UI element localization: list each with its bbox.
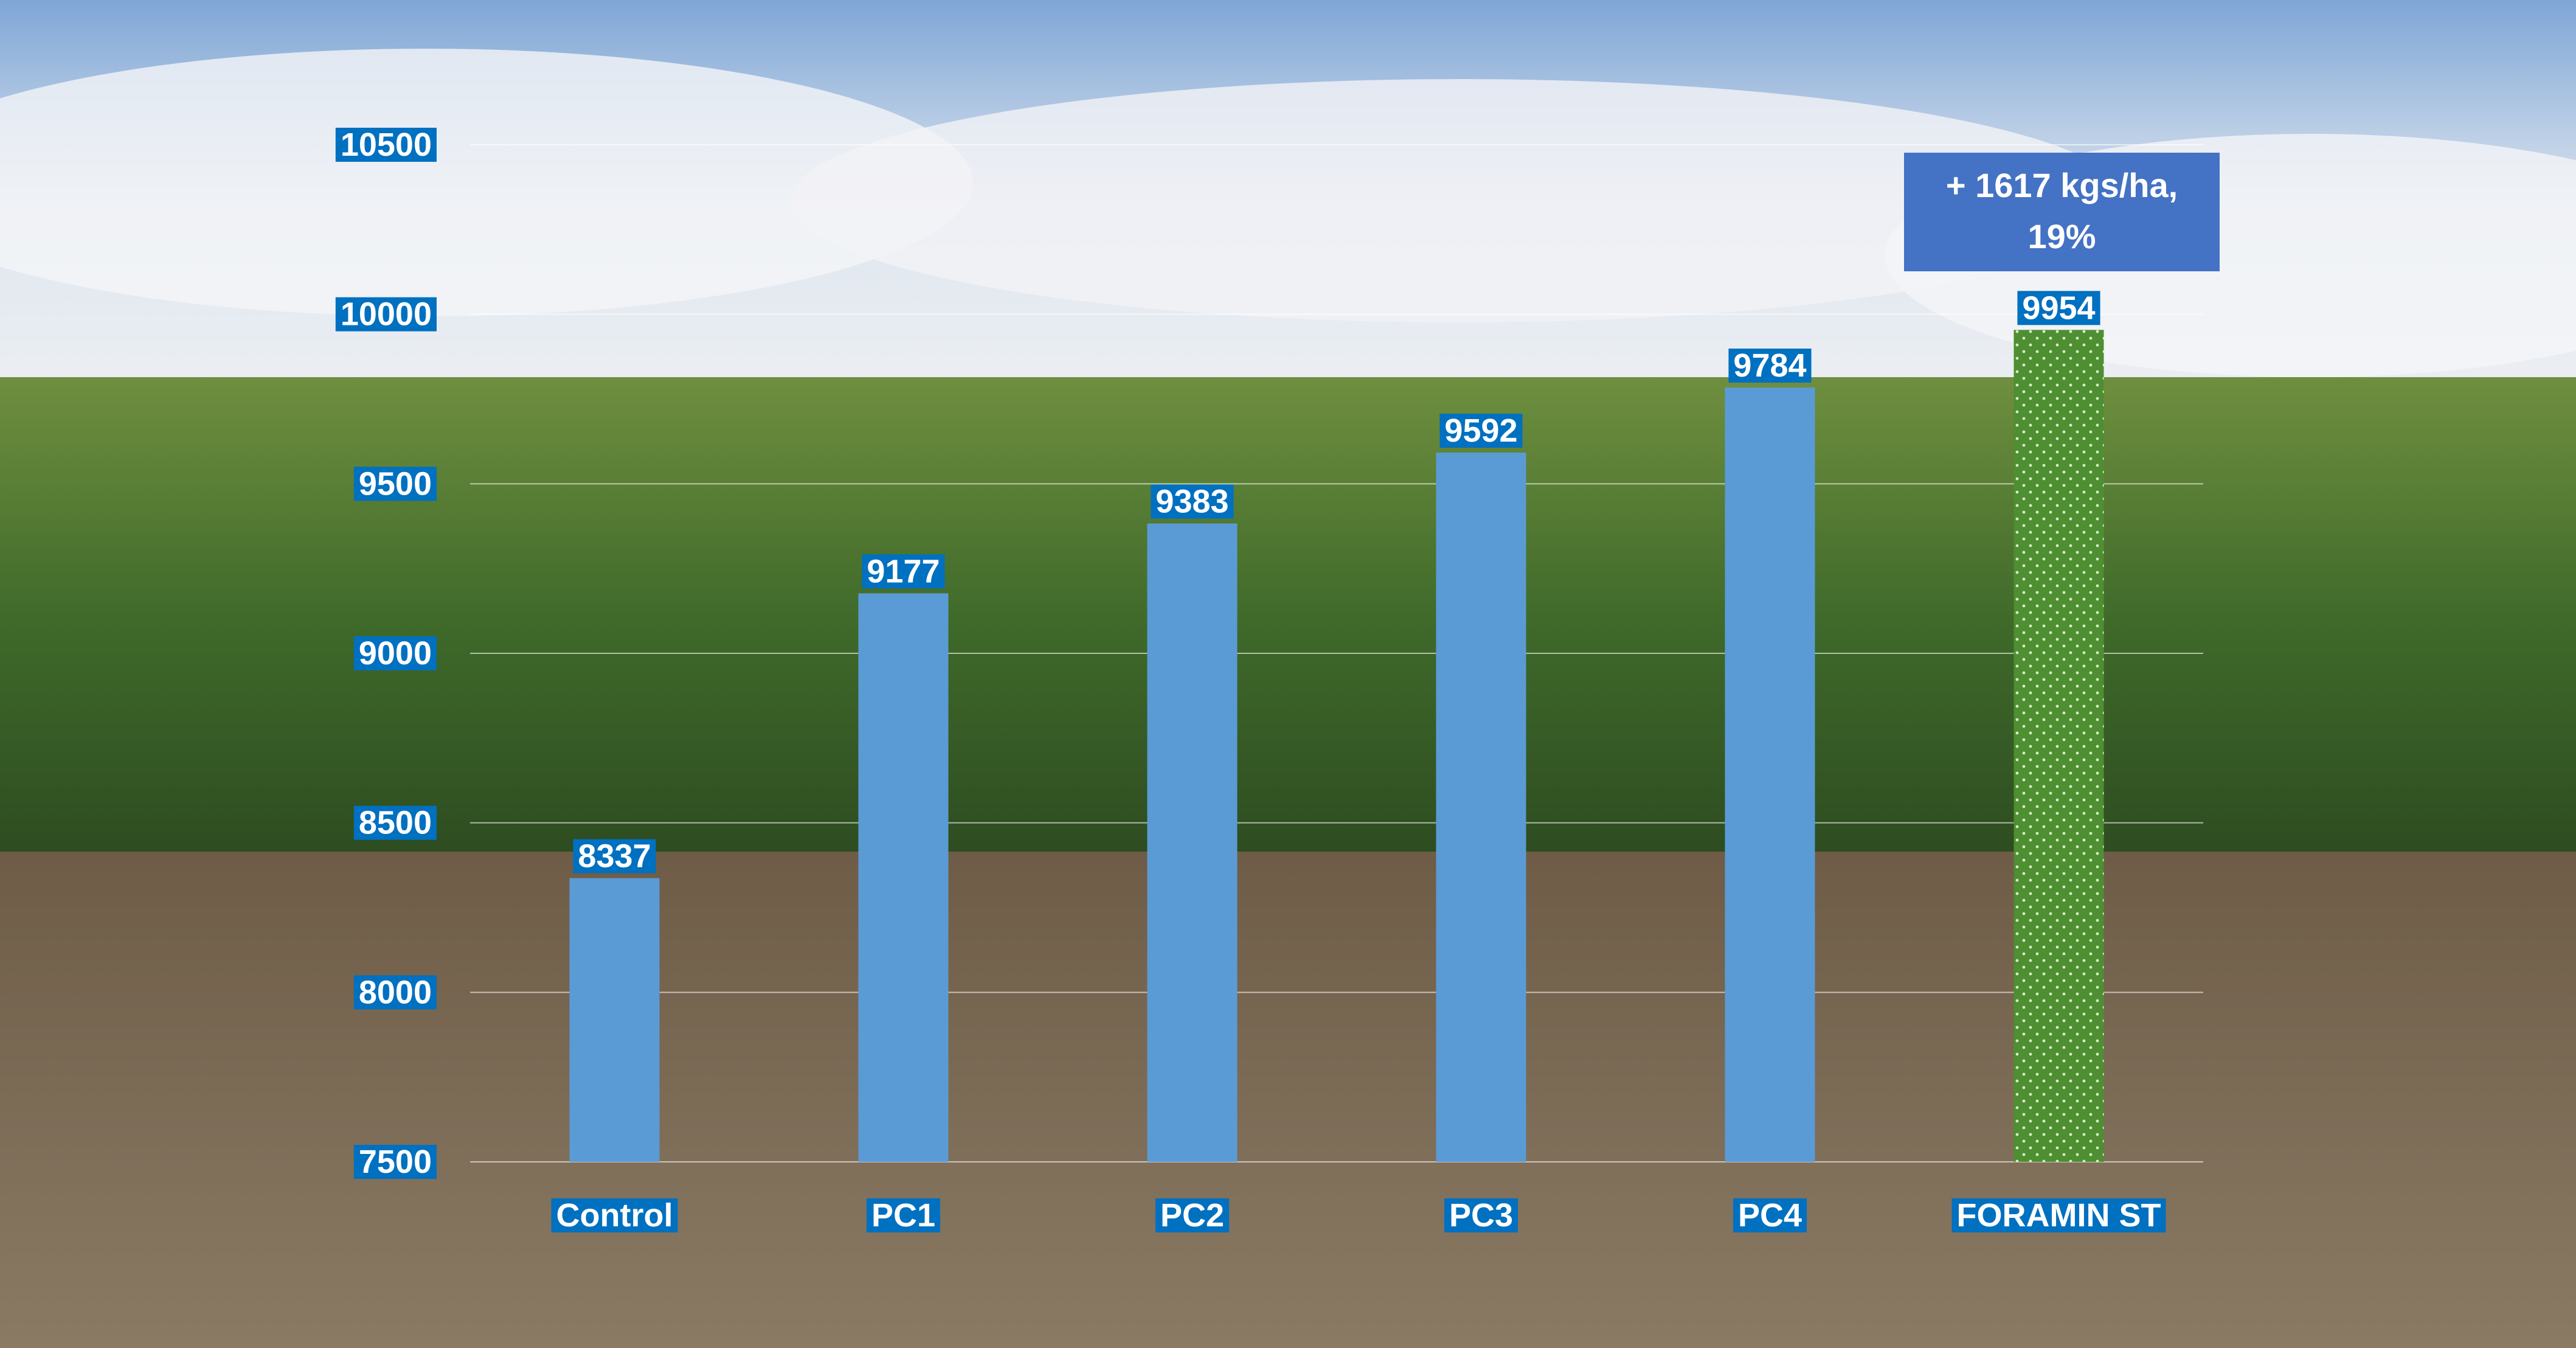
x-tick-label-box (1444, 1198, 1518, 1232)
x-tick-label-box (1733, 1198, 1807, 1232)
x-tick-label: PC3 (1449, 1197, 1513, 1234)
x-tick-label: Control (556, 1197, 673, 1234)
value-label: 9954 (2022, 290, 2095, 326)
bar (2013, 330, 2104, 1162)
value-label-box (573, 839, 656, 874)
x-tick-label-box (551, 1198, 678, 1232)
x-tick-label: PC2 (1160, 1197, 1224, 1234)
y-tick-label-box (353, 636, 437, 670)
value-label: 9784 (1733, 347, 1806, 384)
value-label: 8337 (578, 838, 651, 875)
y-tick-label: 8000 (359, 974, 432, 1010)
labels: 7500 8000 8500 9000 9500 10000 10500 8337 Contro… (335, 127, 2166, 1234)
y-tick-label-box (353, 467, 437, 501)
bars (569, 330, 2104, 1162)
y-tick-label-box (353, 1145, 437, 1179)
value-label-box (1728, 349, 1812, 383)
y-tick-label: 9500 (359, 465, 432, 502)
y-tick-label-box (335, 297, 437, 332)
x-tick-label-box (866, 1198, 941, 1232)
bar (1725, 387, 1815, 1162)
bar (1436, 453, 1526, 1162)
x-tick-label-box (1155, 1198, 1230, 1232)
y-tick-label: 10500 (341, 127, 432, 163)
value-label: 9383 (1155, 484, 1228, 520)
x-tick-label: FORAMIN ST (1957, 1197, 2161, 1234)
y-tick-label-box (335, 128, 437, 162)
grid (470, 144, 2203, 1162)
value-label-box (1151, 484, 1234, 519)
bar (858, 593, 949, 1162)
x-tick-label: PC1 (871, 1197, 935, 1234)
y-tick-label: 7500 (359, 1144, 432, 1180)
value-label-box (1439, 414, 1523, 448)
value-label: 9177 (867, 553, 940, 589)
x-tick-label-box (1951, 1198, 2166, 1232)
value-label: 9592 (1444, 412, 1517, 449)
bar (569, 878, 660, 1162)
value-label-box (2017, 291, 2100, 325)
y-tick-label-box (353, 975, 437, 1010)
y-tick-label: 9000 (359, 635, 432, 672)
value-label-box (862, 554, 945, 589)
y-tick-label: 10000 (341, 296, 432, 333)
bar (1147, 523, 1238, 1162)
y-tick-label-box (353, 805, 437, 840)
annotation: + 1617 kgs/ha, 19% (1904, 153, 2220, 271)
y-tick-label: 8500 (359, 805, 432, 841)
x-tick-label: PC4 (1738, 1197, 1802, 1234)
